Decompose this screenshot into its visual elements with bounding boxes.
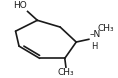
Text: HO: HO	[13, 1, 27, 10]
Text: CH₃: CH₃	[58, 68, 74, 77]
Text: CH₃: CH₃	[97, 23, 114, 33]
Text: –N: –N	[89, 30, 101, 39]
Text: H: H	[91, 42, 97, 51]
